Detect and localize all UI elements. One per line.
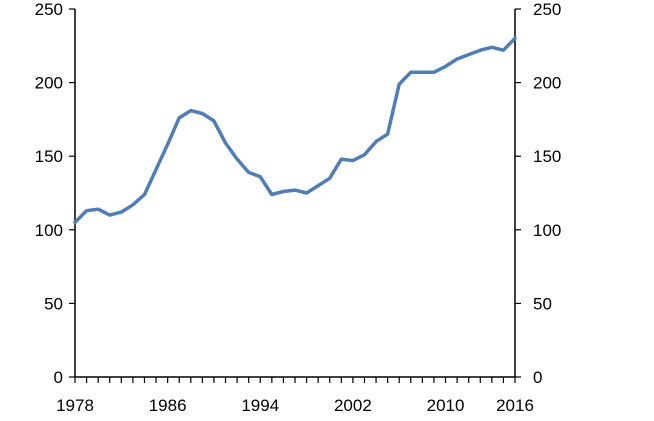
x-tick-label: 1994 — [241, 396, 279, 415]
x-tick-label: 2016 — [496, 396, 534, 415]
plot-area — [73, 36, 517, 225]
x-tick-label: 1978 — [56, 396, 94, 415]
y-tick-label-left: 50 — [44, 294, 63, 313]
y-tick-label-left: 100 — [35, 221, 63, 240]
y-tick-label-right: 200 — [533, 74, 561, 93]
x-tick-label: 2010 — [427, 396, 465, 415]
y-tick-label-right: 250 — [533, 0, 561, 19]
x-tick-label: 1986 — [149, 396, 187, 415]
y-tick-label-right: 0 — [533, 368, 542, 387]
y-tick-label-left: 250 — [35, 0, 63, 19]
y-tick-label-left: 150 — [35, 147, 63, 166]
axes: 0 0 50 50 100 100 150 150 200 200 250 250 1978 1986 19… — [35, 0, 562, 415]
y-tick-label-left: 0 — [54, 368, 63, 387]
y-tick-label-left: 200 — [35, 74, 63, 93]
series-line-0 — [73, 36, 517, 225]
y-tick-label-right: 100 — [533, 221, 561, 240]
x-tick-label: 2002 — [334, 396, 372, 415]
y-tick-label-right: 50 — [533, 294, 552, 313]
y-tick-label-right: 150 — [533, 147, 561, 166]
